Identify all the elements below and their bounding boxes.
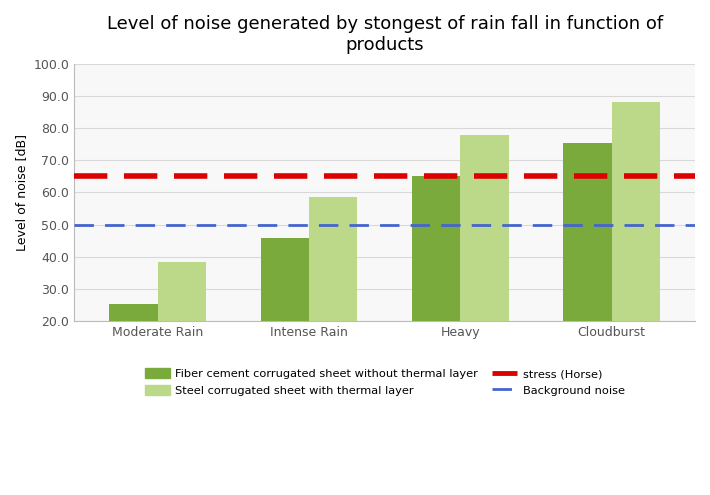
Bar bbox=[412, 176, 460, 321]
Legend: Fiber cement corrugated sheet without thermal layer, Steel corrugated sheet with: Fiber cement corrugated sheet without th… bbox=[145, 368, 625, 396]
Bar bbox=[612, 102, 660, 321]
Title: Level of noise generated by stongest of rain fall in function of
products: Level of noise generated by stongest of … bbox=[106, 15, 662, 54]
Bar bbox=[309, 198, 357, 321]
Bar bbox=[158, 262, 206, 321]
Y-axis label: Level of noise [dB]: Level of noise [dB] bbox=[15, 134, 28, 251]
Bar bbox=[460, 135, 509, 321]
Bar bbox=[563, 143, 612, 321]
Bar bbox=[261, 238, 309, 321]
Bar bbox=[109, 303, 158, 321]
